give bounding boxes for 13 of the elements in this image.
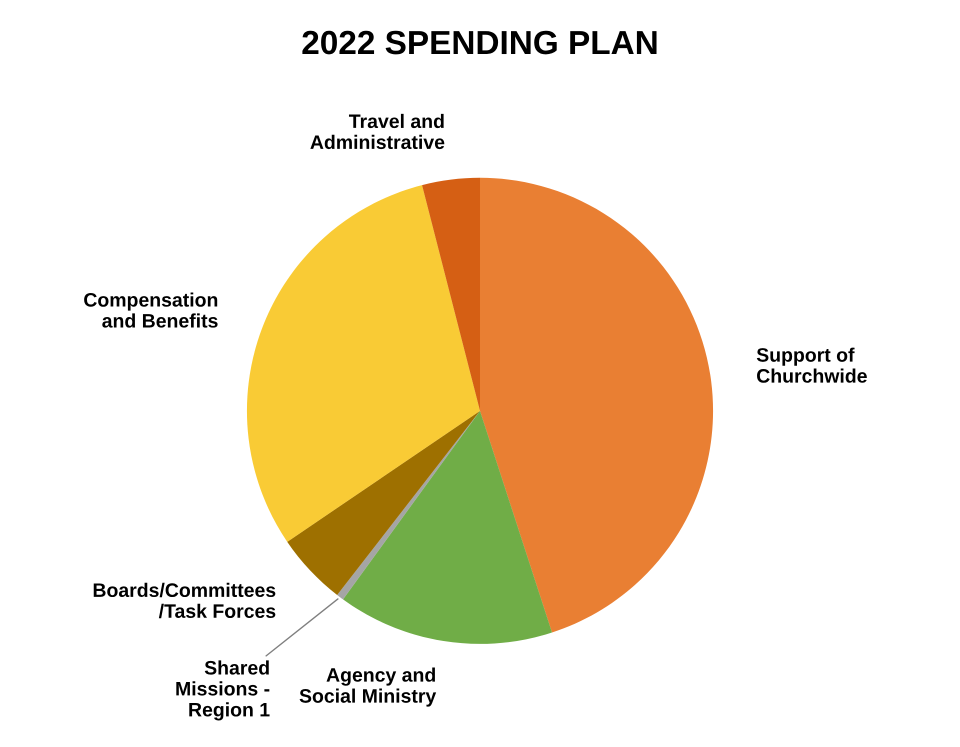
slice-label: Support of Churchwide (756, 348, 867, 383)
pie-slice (343, 410, 552, 644)
pie-slice (246, 185, 480, 542)
pie-slice (337, 410, 480, 600)
pie-slice (422, 178, 480, 411)
slice-label: Boards/Committees /Task Forces (94, 582, 276, 618)
slice-label: Travel and Administrative (310, 114, 444, 150)
pie-slice (287, 410, 480, 596)
slice-label: Shared Missions - Region 1 (176, 660, 270, 720)
slice-label: Compensation and Benefits (84, 292, 218, 328)
slice-label: Agency and Social Ministry (300, 668, 436, 707)
pie-slice (480, 178, 714, 633)
chart-title: 2022 SPENDING PLAN (302, 30, 657, 54)
